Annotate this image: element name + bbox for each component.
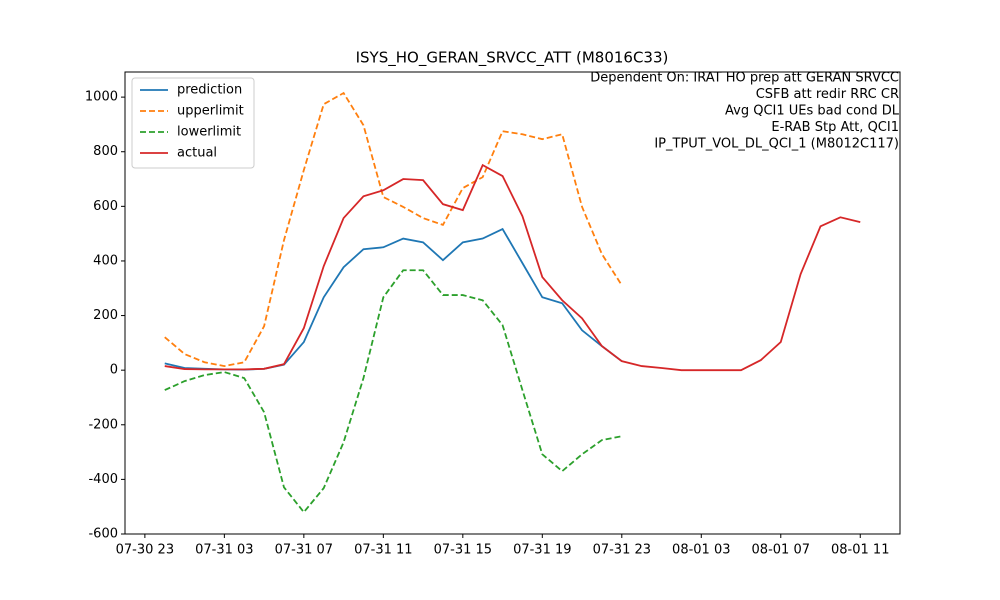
annotation: CSFB att redir RRC CR (756, 87, 899, 102)
y-tick-label: -200 (88, 417, 118, 432)
x-tick-label: 07-30 23 (116, 543, 174, 558)
x-tick-label: 07-31 15 (434, 543, 492, 558)
annotation: Avg QCI1 UEs bad cond DL (725, 104, 900, 119)
y-tick-label: -400 (88, 472, 118, 487)
legend: prediction upperlimit lowerlimit actual (131, 77, 255, 169)
legend-box (131, 77, 255, 169)
x-tick-label: 07-31 19 (513, 543, 571, 558)
x-tick-label: 08-01 03 (672, 543, 730, 558)
plot-frame (124, 71, 901, 535)
y-tick-label: 1000 (85, 90, 118, 105)
annotation: IP_TPUT_VOL_DL_QCI_1 (M8012C117) (654, 137, 899, 152)
line-series (164, 91, 623, 367)
y-tick-label: 0 (110, 363, 118, 378)
x-tick-label: 07-31 07 (275, 543, 333, 558)
y-tick-label: 600 (93, 199, 118, 214)
legend-label: prediction (177, 83, 242, 98)
legend-label: actual (177, 146, 217, 161)
line-series (164, 227, 623, 371)
y-tick-label: -600 (88, 527, 118, 542)
legend-label: upperlimit (177, 104, 244, 119)
line-series (164, 163, 861, 372)
x-tick-label: 07-31 23 (593, 543, 651, 558)
x-tick-label: 08-01 11 (831, 543, 889, 558)
annotation: E-RAB Stp Att, QCI1 (771, 120, 899, 135)
chart-title: ISYS_HO_GERAN_SRVCC_ATT (M8016C33) (356, 49, 669, 68)
legend-label: lowerlimit (177, 125, 241, 140)
x-tick-label: 07-31 03 (195, 543, 253, 558)
y-tick-label: 400 (93, 253, 118, 268)
y-tick-label: 800 (93, 144, 118, 159)
y-tick-label: 200 (93, 308, 118, 323)
x-tick-label: 07-31 11 (354, 543, 412, 558)
x-tick-label: 08-01 07 (752, 543, 810, 558)
annotation: Dependent On: IRAT HO prep att GERAN SRV… (590, 71, 899, 86)
line-series (164, 269, 622, 514)
